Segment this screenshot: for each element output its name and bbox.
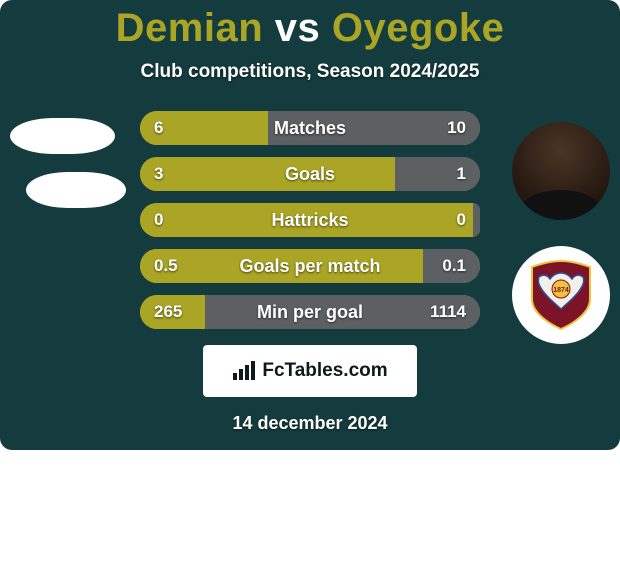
- footer-brand-text: FcTables.com: [262, 360, 387, 382]
- crest-shield-icon: 1874: [530, 259, 592, 331]
- stat-bar-left: [140, 295, 205, 329]
- right-avatars: 1874: [512, 122, 610, 370]
- stat-bar-right: [395, 157, 480, 191]
- stat-bar-left: [140, 157, 395, 191]
- stat-bar-right: [205, 295, 480, 329]
- footer-brand-badge[interactable]: FcTables.com: [203, 345, 417, 397]
- left-avatars: [10, 118, 126, 208]
- chart-bars-icon: [232, 360, 256, 382]
- footer-date: 14 december 2024: [0, 413, 620, 434]
- subtitle: Club competitions, Season 2024/2025: [0, 61, 620, 83]
- stat-bar-left: [140, 249, 423, 283]
- player1-crest-placeholder: [26, 172, 126, 208]
- stat-bar-right: [423, 249, 480, 283]
- crest-year: 1874: [553, 287, 569, 294]
- stat-bar-left: [140, 111, 268, 145]
- stat-row-matches: 6Matches10: [140, 111, 480, 145]
- player1-avatar-placeholder: [10, 118, 115, 154]
- title: Demian vs Oyegoke: [0, 0, 620, 51]
- title-vs: vs: [275, 6, 321, 50]
- title-player1: Demian: [116, 6, 275, 50]
- stat-bar-left: [140, 203, 473, 237]
- stat-bar-right: [268, 111, 481, 145]
- player2-avatar: [512, 122, 610, 220]
- stat-bars: 6Matches10 3Goals1 0Hattricks0 0.5Goals per…: [140, 111, 480, 329]
- comparison-card: Demian vs Oyegoke Club competitions, Sea…: [0, 0, 620, 450]
- title-player2: Oyegoke: [320, 6, 504, 50]
- stat-row-goals-per-match: 0.5Goals per match0.1: [140, 249, 480, 283]
- stat-row-min-per-goal: 265Min per goal1114: [140, 295, 480, 329]
- player2-crest: 1874: [512, 246, 610, 344]
- stat-row-hattricks: 0Hattricks0: [140, 203, 480, 237]
- stat-bar-right: [473, 203, 480, 237]
- stat-row-goals: 3Goals1: [140, 157, 480, 191]
